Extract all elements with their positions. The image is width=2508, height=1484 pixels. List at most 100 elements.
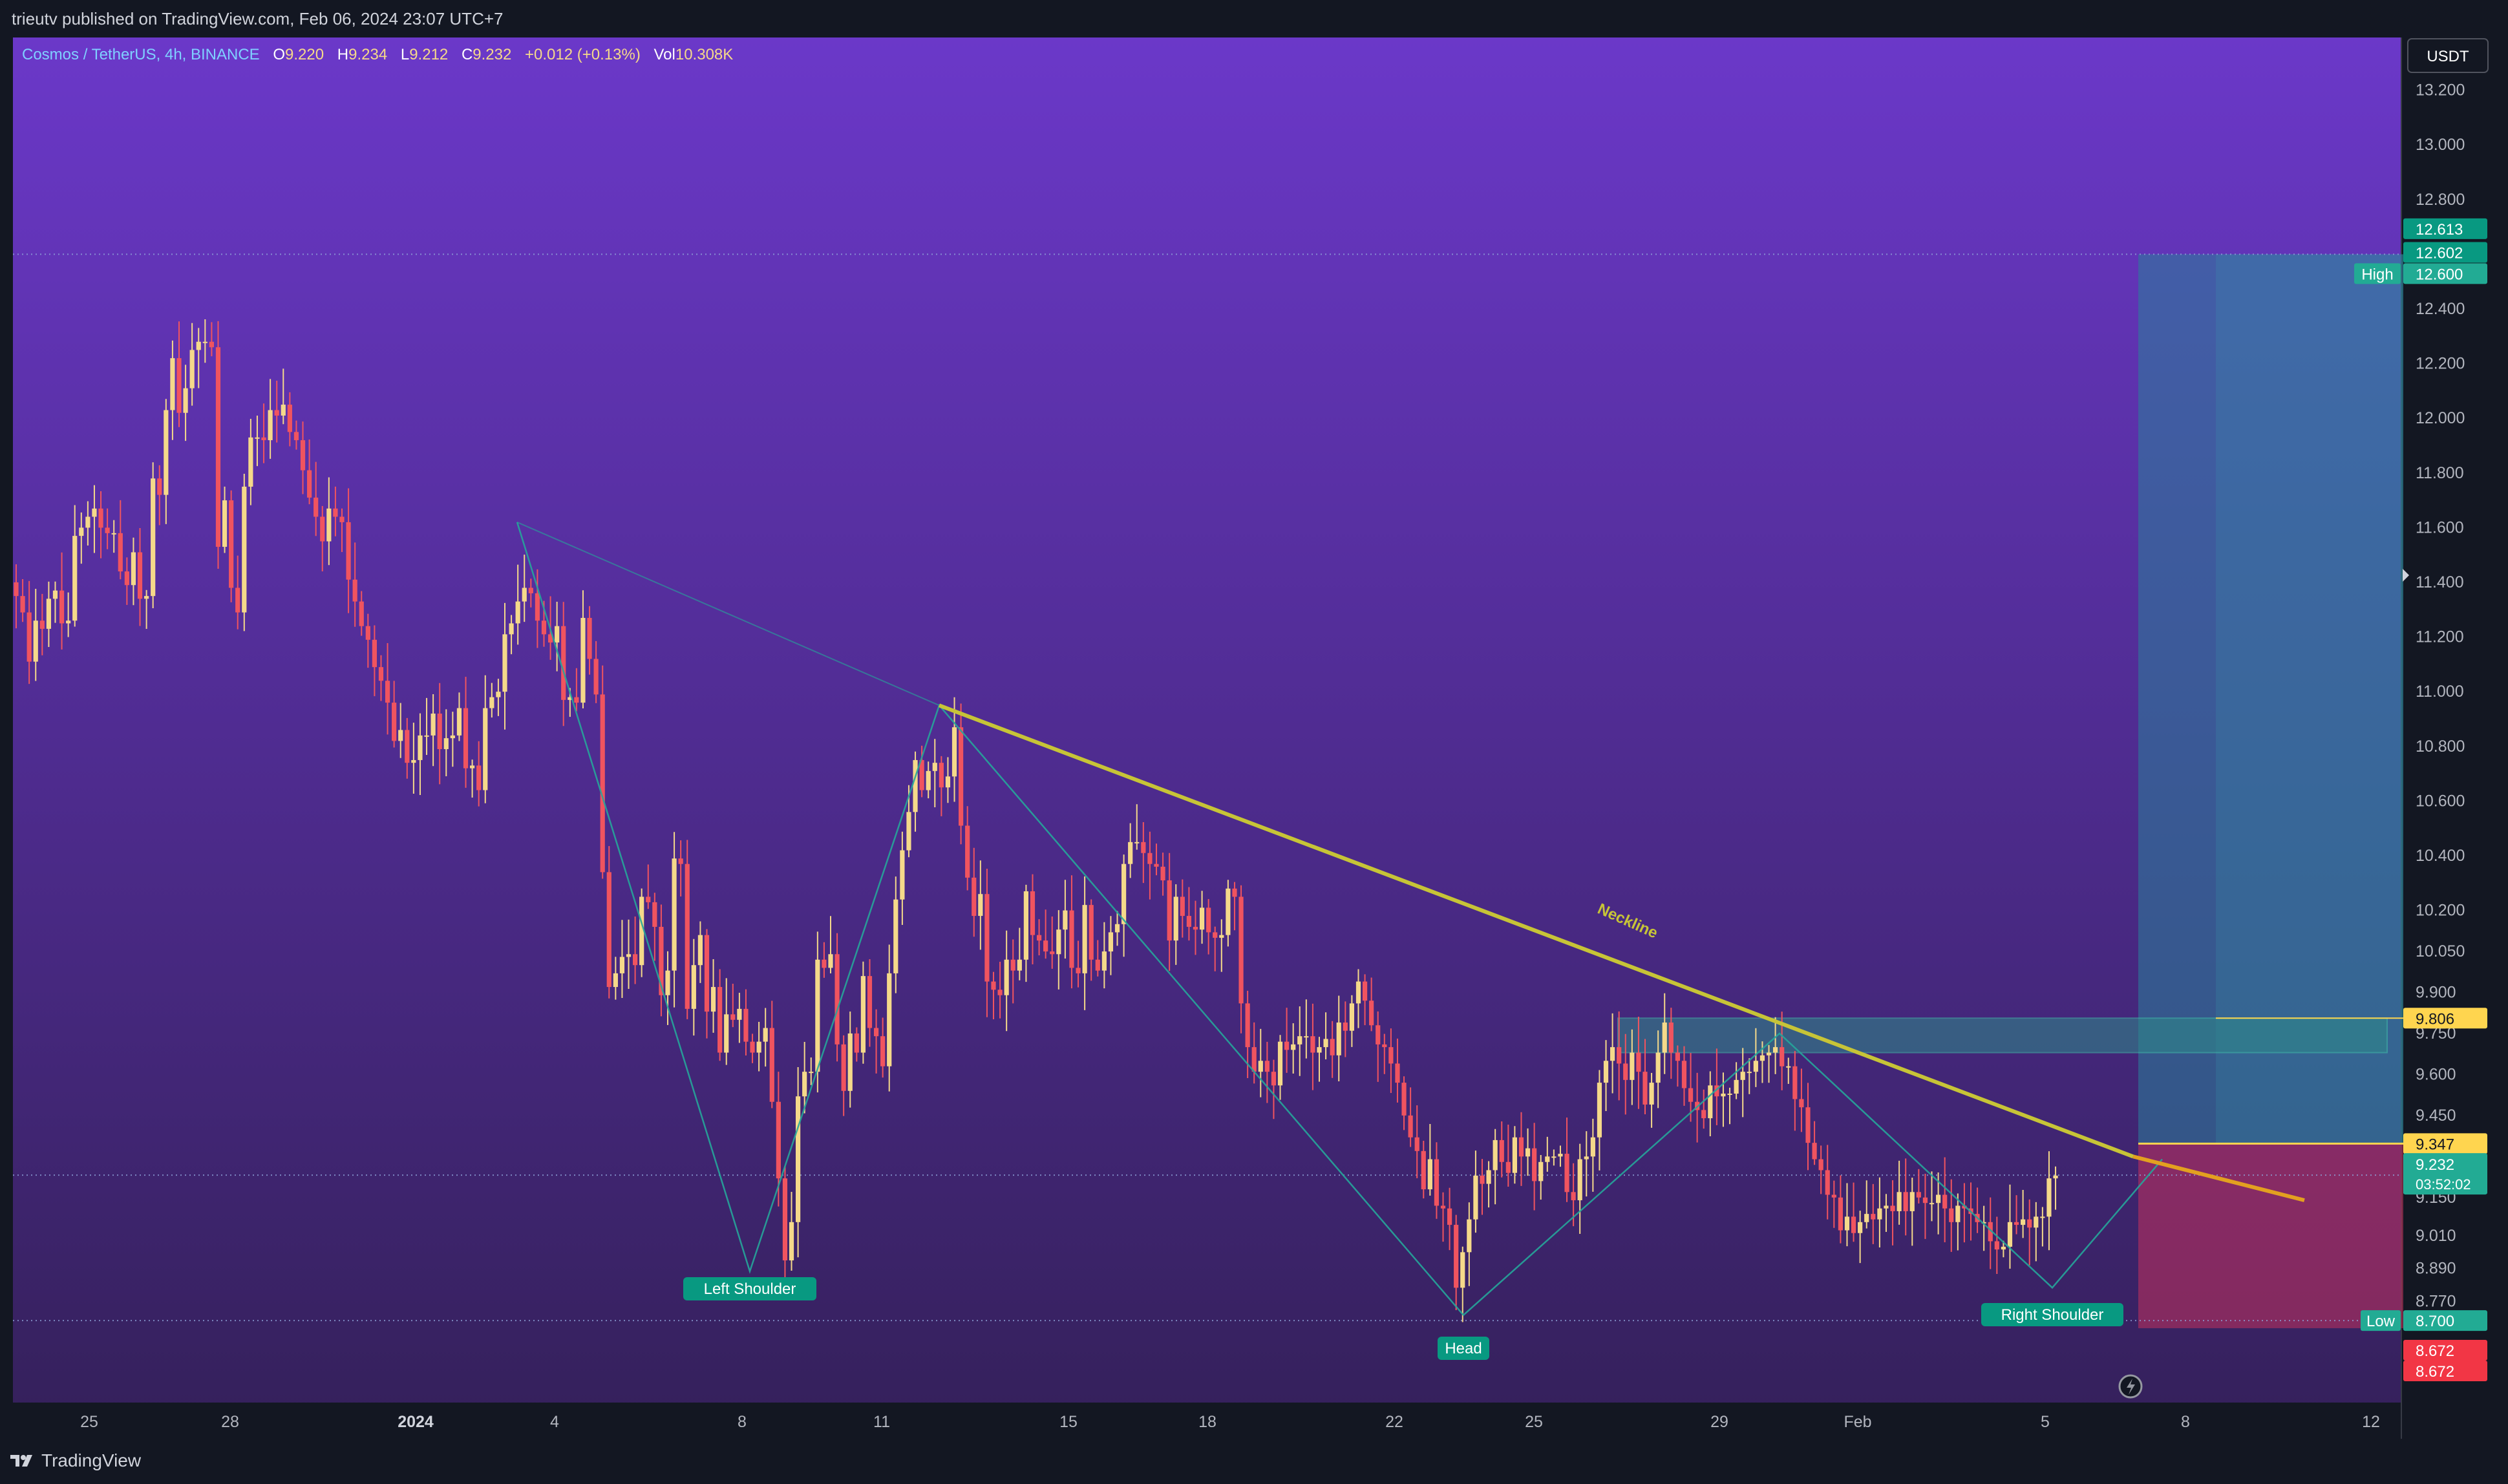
candle-body [1681,1061,1687,1088]
candle [1590,1118,1595,1192]
candle-body [1271,1072,1277,1086]
candle [1662,993,1667,1074]
candle [1167,853,1172,971]
price-tick-label: 10.800 [2416,737,2465,756]
candle-body [1421,1150,1426,1190]
legend-open-value: 9.220 [285,46,324,63]
candle [1030,874,1036,964]
candle-body [626,954,632,957]
candle-body [685,864,690,1009]
candle-body [1655,1052,1661,1083]
candle [1962,1183,1967,1243]
price-tick-label: 8.890 [2416,1260,2456,1278]
legend-high-label: H [337,46,348,63]
candle [1076,940,1081,988]
candle [600,665,605,879]
candle-body [1388,1047,1394,1064]
candle-body [2034,1216,2039,1228]
candle [85,501,90,546]
candle-body [320,516,325,542]
candle-body [176,358,182,413]
candle-body [763,1028,768,1042]
candle [841,1035,846,1116]
high-tag-bg [2354,263,2401,284]
candle [1108,916,1114,975]
candle-body [555,626,560,643]
price-tick-label: 12.200 [2416,355,2465,373]
candle [443,709,449,777]
candle-body [1454,1225,1459,1288]
candle [997,961,1003,1019]
candle [255,415,260,467]
candle-body [1747,1072,1752,1074]
legend-low-value: 9.212 [409,46,448,63]
candle [1812,1121,1817,1165]
candle-body [1251,1047,1257,1072]
candle-body [782,1178,788,1261]
price-axis[interactable]: 13.200 13.000 12.800 12.600 12.400 12.200 12.0… [2354,81,2487,1381]
candle-body [697,935,703,966]
candle [111,520,116,553]
candle [939,756,944,816]
neckline-price-tag: 9.347 [2403,1133,2487,1154]
candle [1330,1021,1335,1078]
last-price-bg [2403,1153,2487,1195]
candle-body [229,500,234,588]
candle-body [333,508,338,517]
candle [261,403,266,463]
candle-body [1349,1003,1354,1031]
candle-body [1603,1061,1609,1083]
currency-button[interactable]: USDT [2407,38,2489,73]
candle-body [1662,1023,1667,1053]
candle-body [307,470,312,498]
candle [1069,875,1074,989]
candle-body [1505,1161,1511,1173]
candle-body [157,478,162,495]
time-tick-label: 18 [1198,1413,1217,1431]
candle [144,589,149,630]
candle-body [1545,1156,1550,1162]
price-tick-label: 10.600 [2416,792,2465,810]
candle [1336,995,1341,1082]
candle [580,590,586,708]
candle-body [2007,1222,2013,1247]
candle-body [1258,1061,1263,1072]
candle-body [1766,1052,1772,1055]
candle [1447,1187,1452,1251]
candle [959,703,964,845]
candle-body [619,957,625,973]
candle [2001,1240,2006,1258]
candle [1128,823,1133,878]
candle [796,1066,801,1258]
legend-low-label: L [401,46,409,63]
candle-body [1903,1192,1908,1211]
candlestick-series [14,319,2058,1322]
candle [1610,1013,1615,1094]
candle [717,969,723,1061]
replay-icon[interactable] [2118,1374,2143,1399]
candle [476,741,482,807]
time-tick-label: 25 [80,1413,98,1431]
candle-body [430,714,436,736]
candle-body [1630,1052,1635,1080]
candle [893,876,898,993]
price-tick-label: 12.800 [2416,191,2465,209]
candle [802,1041,807,1114]
time-tick-label: 4 [550,1413,559,1431]
candle-body [2027,1219,2032,1228]
candle-body [72,536,78,621]
candle-body [1128,842,1133,864]
time-tick-label: 28 [221,1413,239,1431]
tradingview-logo[interactable]: TradingView [10,1450,141,1471]
time-axis[interactable]: 25 28 2024 4 8 11 15 18 22 25 29 Feb 5 8 12 [80,1413,2380,1431]
candle [287,392,292,447]
candle [847,1012,853,1108]
candle [1649,1073,1654,1128]
high-tag-left: High [2354,263,2401,284]
candle-body [880,1036,886,1066]
tp-lower-tag: 12.602 [2403,242,2487,263]
candle-body [1610,1047,1615,1061]
candle [1714,1048,1719,1125]
